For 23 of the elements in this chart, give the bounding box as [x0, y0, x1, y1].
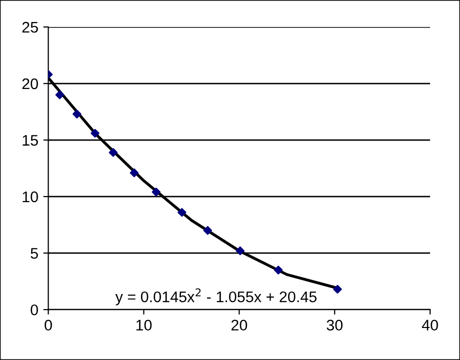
x-tick-label: 0: [44, 320, 52, 331]
point: [178, 208, 186, 217]
point: [333, 284, 342, 294]
point: [236, 246, 245, 256]
y-tick-label: 25: [22, 22, 38, 33]
point: [274, 266, 283, 274]
y-tick-label: 20: [22, 78, 38, 90]
x-tick-label: 40: [422, 320, 438, 331]
point: [108, 148, 118, 157]
point: [130, 168, 139, 178]
x-tick-label: 10: [136, 320, 152, 331]
y-tick-label: 0: [30, 304, 38, 316]
point: [55, 90, 64, 100]
x-tick-label: 20: [231, 320, 248, 331]
annotation: y = 0.0145x$^{2}$ - 1.055x + 20.45: [115, 288, 317, 306]
point: [152, 188, 161, 196]
y-tick-label: 15: [22, 135, 38, 146]
y-tick-label: 5: [30, 248, 38, 259]
point: [203, 226, 212, 235]
x-tick-label: 30: [326, 320, 343, 331]
y-tick-label: 10: [22, 191, 38, 202]
point: [90, 128, 100, 138]
point: [72, 110, 82, 118]
